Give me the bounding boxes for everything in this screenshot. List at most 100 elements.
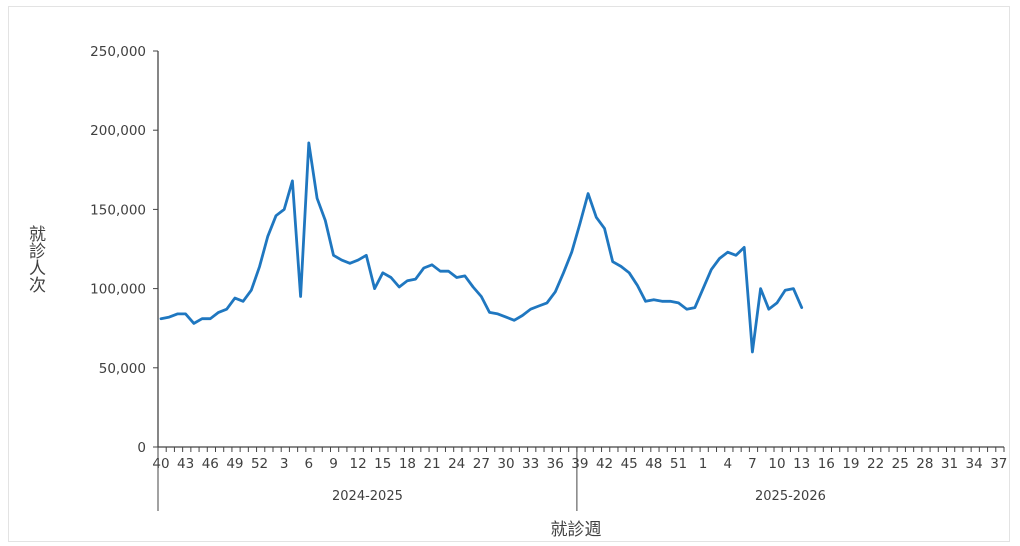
data-point	[636, 284, 639, 287]
data-point	[398, 286, 401, 288]
data-point	[307, 141, 310, 144]
x-tick-label: 12	[350, 456, 367, 472]
x-tick-label: 52	[251, 456, 268, 472]
x-tick-label: 49	[226, 456, 243, 472]
data-point	[537, 305, 540, 307]
x-tick-label: 16	[818, 456, 835, 472]
y-tick-label: 0	[137, 440, 146, 456]
data-point	[743, 246, 746, 249]
data-point	[488, 311, 491, 314]
data-point	[513, 319, 516, 322]
data-point	[250, 289, 253, 292]
data-point	[365, 254, 368, 257]
x-tick-label: 31	[941, 456, 958, 472]
y-tick-label: 150,000	[90, 202, 146, 218]
data-point	[464, 275, 466, 277]
y-tick-label: 200,000	[90, 123, 146, 139]
data-point	[234, 297, 236, 300]
data-point	[661, 300, 663, 303]
data-point	[546, 301, 548, 304]
data-point	[283, 208, 286, 211]
data-point	[225, 308, 228, 311]
data-point	[340, 259, 343, 261]
data-point	[414, 278, 417, 280]
x-tick-label: 40	[152, 456, 169, 472]
data-point	[275, 214, 277, 217]
data-point	[644, 300, 647, 303]
data-point	[176, 313, 179, 315]
x-tick-label: 7	[748, 456, 757, 472]
data-point	[792, 287, 795, 290]
data-point	[242, 300, 245, 303]
data-point	[677, 301, 680, 304]
data-point	[620, 265, 622, 268]
data-point	[209, 317, 212, 320]
data-point	[373, 287, 376, 290]
x-tick-label: 9	[329, 456, 338, 472]
data-point	[702, 287, 704, 290]
data-point	[439, 270, 442, 273]
data-point	[685, 308, 688, 311]
data-point	[316, 197, 318, 200]
x-tick-label: 10	[768, 456, 785, 472]
data-point	[710, 268, 713, 271]
data-point	[628, 271, 631, 274]
season-label: 2024-2025	[332, 489, 403, 504]
data-point	[406, 279, 409, 282]
data-point	[800, 306, 803, 309]
data-point	[201, 317, 203, 320]
x-tick-label: 30	[497, 456, 514, 472]
x-tick-label: 45	[621, 456, 638, 472]
data-point	[595, 216, 598, 219]
x-tick-label: 3	[280, 456, 289, 472]
x-tick-label: 36	[547, 456, 564, 472]
data-point	[652, 298, 655, 301]
data-point	[529, 308, 532, 311]
x-tick-label: 39	[571, 456, 588, 472]
y-tick-label: 50,000	[99, 361, 146, 377]
data-point	[349, 262, 351, 265]
x-tick-label: 6	[305, 456, 314, 472]
data-point	[767, 308, 770, 311]
x-tick-label: 4	[723, 456, 732, 472]
data-point	[505, 316, 507, 319]
x-tick-label: 13	[793, 456, 810, 472]
data-point	[472, 286, 475, 288]
data-point	[693, 306, 696, 309]
data-point	[291, 179, 294, 182]
data-point	[554, 290, 557, 293]
data-point	[521, 314, 524, 317]
x-tick-label: 22	[867, 456, 884, 472]
data-point	[776, 301, 778, 304]
data-point	[381, 271, 384, 274]
data-point	[751, 351, 754, 353]
y-axis-title: 就診人次	[25, 225, 46, 293]
data-point	[422, 267, 425, 269]
x-tick-label: 28	[916, 456, 933, 472]
data-point	[455, 276, 458, 279]
x-tick-label: 34	[966, 456, 983, 472]
data-point	[332, 254, 335, 257]
data-point	[603, 227, 606, 230]
chart-frame: 0 50,000 100,000 150,000 200,000 250,000 40 43…	[8, 6, 1010, 542]
data-point	[447, 270, 450, 273]
data-point	[784, 289, 787, 292]
data-point	[562, 271, 565, 274]
x-tick-label: 33	[522, 456, 539, 472]
x-tick-label: 19	[842, 456, 859, 472]
data-point	[357, 259, 360, 261]
data-point	[726, 251, 729, 254]
data-point	[496, 313, 499, 315]
data-point	[611, 260, 614, 263]
data-point	[299, 295, 302, 298]
x-tick-label: 37	[990, 456, 1007, 472]
x-tick-label: 24	[448, 456, 465, 472]
x-tick-label: 51	[670, 456, 687, 472]
x-tick-label: 27	[473, 456, 490, 472]
data-point	[759, 287, 762, 290]
x-tick-label: 48	[645, 456, 662, 472]
data-point	[669, 300, 672, 303]
season-label: 2025-2026	[755, 489, 826, 504]
x-tick-label: 1	[699, 456, 708, 472]
x-tick-label: 25	[892, 456, 909, 472]
